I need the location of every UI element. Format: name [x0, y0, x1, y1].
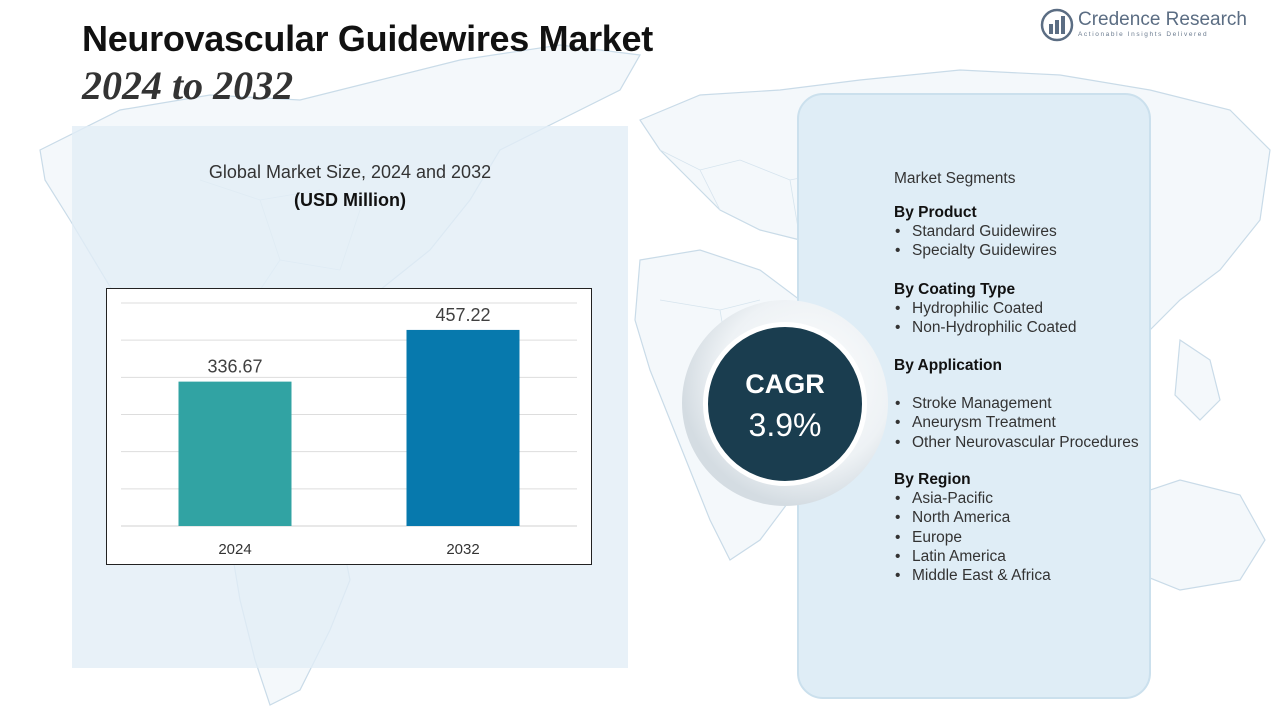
segment-item: Standard Guidewires	[894, 222, 1144, 242]
bar-chart: 336.67 2024 457.22 2032	[106, 288, 592, 565]
segment-item: Latin America	[894, 547, 1144, 567]
data-label-2024: 336.67	[207, 357, 262, 377]
logo-name: Credence Research	[1078, 9, 1247, 30]
segment-item: Hydrophilic Coated	[894, 299, 1144, 319]
segment-item: Non-Hydrophilic Coated	[894, 318, 1144, 338]
logo-tagline: Actionable Insights Delivered	[1078, 31, 1209, 38]
bar-2024	[178, 381, 292, 526]
segment-item: Other Neurovascular Procedures	[894, 433, 1144, 453]
cagr-badge: CAGR 3.9%	[703, 322, 867, 486]
segment-title: By Product	[894, 204, 977, 221]
cagr-value: 3.9%	[748, 407, 822, 443]
segment-item: Europe	[894, 528, 1144, 548]
segment-item: Asia-Pacific	[894, 489, 1144, 509]
segment-group-region: By Region Asia-Pacific North America Eur…	[894, 470, 1144, 586]
segment-title: By Region	[894, 471, 971, 489]
segment-group-application: By Application Stroke Management Aneurys…	[894, 356, 1144, 452]
segments-heading: Market Segments	[894, 170, 1016, 187]
credence-logo-icon	[1040, 8, 1074, 42]
logo: Credence Research Actionable Insights De…	[1040, 8, 1260, 44]
cagr-label: CAGR	[745, 369, 825, 399]
segment-item: North America	[894, 508, 1144, 528]
segment-item: Specialty Guidewires	[894, 241, 1144, 261]
chart-title: Global Market Size, 2024 and 2032	[208, 162, 492, 182]
segment-title: By Coating Type	[894, 280, 1016, 298]
segment-item: Middle East & Africa	[894, 566, 1144, 586]
segment-item: Stroke Management	[894, 394, 1144, 414]
segment-group-product: By Product Standard Guidewires Specialty…	[894, 203, 1144, 261]
segments-list: Market Segments By Product Standard Guid…	[894, 170, 1144, 605]
x-tick-label-2024: 2024	[218, 541, 251, 558]
data-label-2032: 457.22	[435, 305, 490, 325]
segment-title: By Application	[894, 357, 1002, 375]
x-tick-label-2032: 2032	[446, 541, 479, 558]
segment-group-coating: By Coating Type Hydrophilic Coated Non-H…	[894, 280, 1144, 338]
bar-chart-svg: 336.67 2024 457.22 2032	[121, 302, 577, 558]
page-title: Neurovascular Guidewires Market	[82, 18, 653, 59]
chart-unit: (USD Million)	[294, 190, 406, 210]
segment-item: Aneurysm Treatment	[894, 413, 1144, 433]
bar-2032	[406, 329, 520, 526]
page-subtitle: 2024 to 2032	[82, 63, 294, 108]
